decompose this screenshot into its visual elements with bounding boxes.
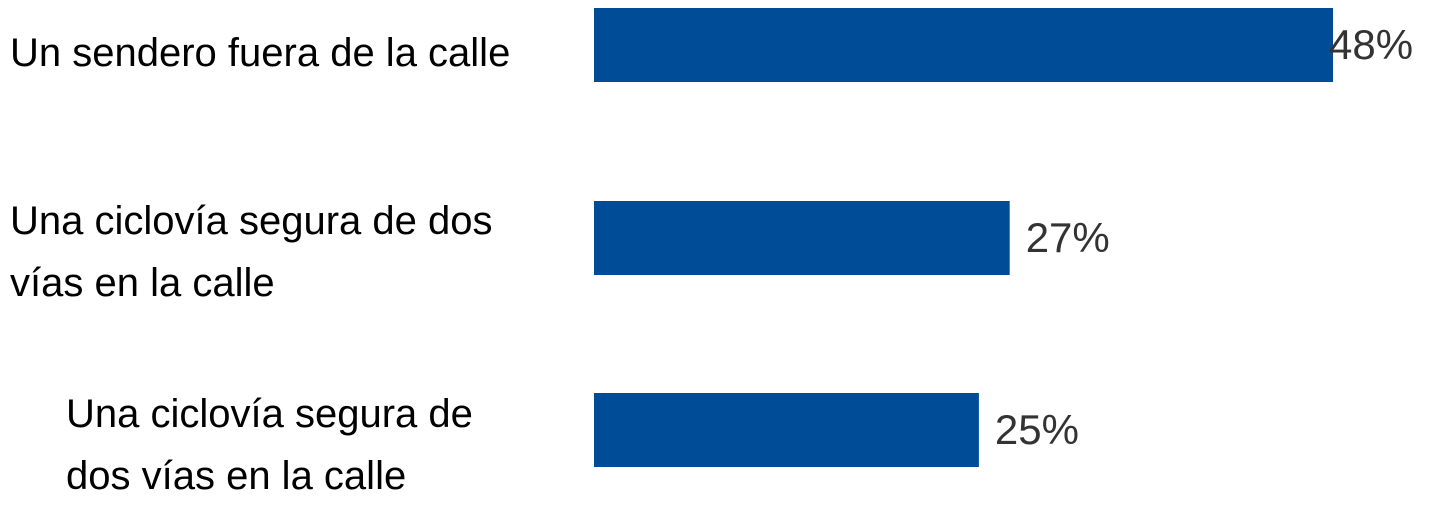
value-label-3: 25%: [994, 406, 1079, 453]
bar-chart: Un sendero fuera de la calle Una cicloví…: [10, 8, 1414, 498]
value-label-2: 27%: [1025, 214, 1110, 261]
bars-plot-area: [594, 8, 1333, 467]
bar-2: [594, 201, 1010, 275]
category-label-3: Una ciclovía segura de dos vías en la ca…: [66, 392, 473, 498]
category-label-1: Un sendero fuera de la calle: [10, 31, 511, 75]
category-label-2: Una ciclovía segura de dos vías en la ca…: [10, 199, 493, 305]
bar-3: [594, 393, 979, 467]
bar-1: [594, 8, 1333, 82]
value-label-1: 48%: [1329, 21, 1414, 68]
